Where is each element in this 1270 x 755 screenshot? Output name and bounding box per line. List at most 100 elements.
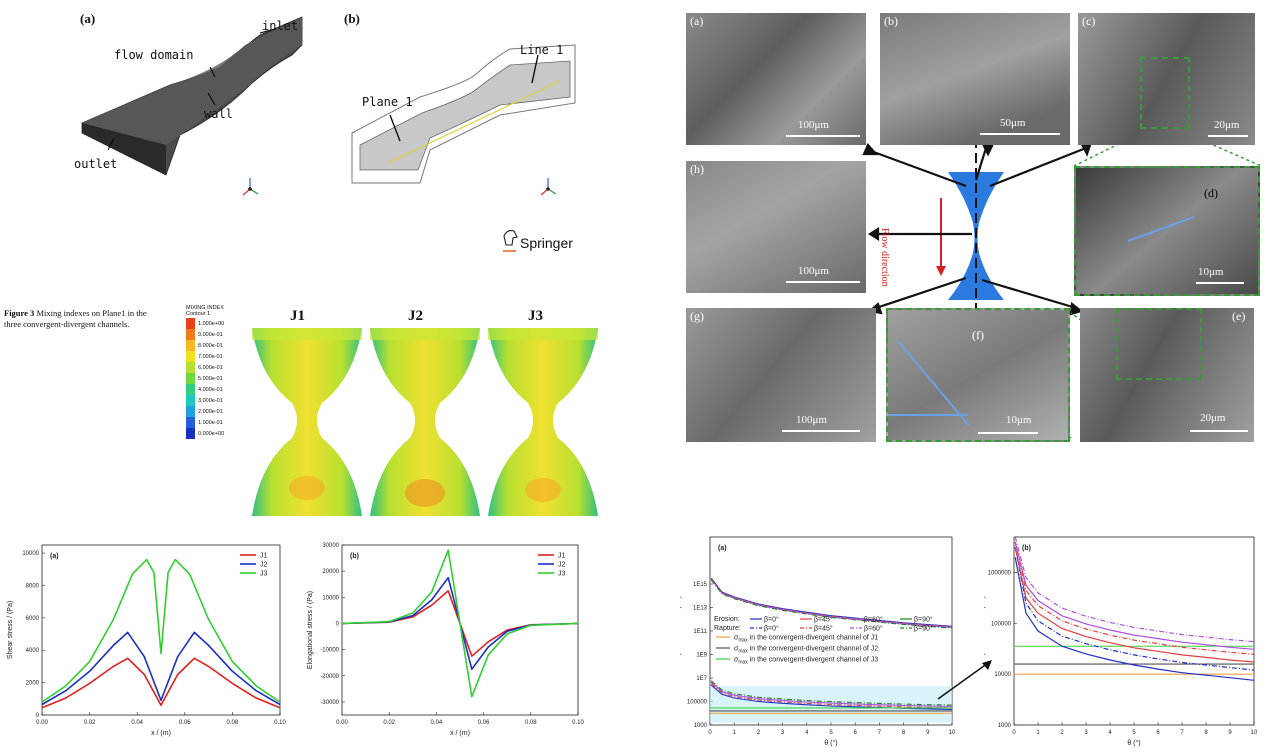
geometry-figure: (a) (b) [70,5,600,255]
chart-panel-label: (b) [350,553,359,560]
legend-swatch [186,406,195,417]
legend-label-j2: J2 [260,562,268,569]
x-tick-label: 4 [805,730,809,736]
legend-title: MIXING INDEX [186,305,224,311]
legend-label-j2: J2 [558,562,566,569]
plot-frame [41,544,281,716]
publisher-name: Springer [520,235,573,251]
legend-swatch [186,417,195,428]
sem-panel-a: (a) 100μm [686,13,866,145]
y-tick-label: 6000 [26,616,40,622]
y-tick-label: 8000 [26,583,40,589]
x-tick-label: 0.04 [131,720,143,726]
upper-curve [710,578,953,629]
sem-panel-d-letter: (d) [1204,186,1218,200]
x-tick-label: 0.08 [525,720,537,726]
legend-row: 1.000e-01 [186,417,246,428]
channel-label-j3: J3 [528,308,543,324]
y-tick-label: 1000 [694,723,708,729]
legend-value: 9.000e-01 [198,331,223,338]
x-axis-label: x / (m) [450,730,470,737]
x-axis-label: θ (°) [1127,739,1140,747]
flow-domain-top [82,17,302,145]
legend-swatch [186,351,195,362]
y-tick-label: 100000 [687,700,708,706]
y-axis-label: Shear stress / (Pa) [7,601,14,659]
legend-swatch [186,362,195,373]
flow-direction-label: Flow direction [879,228,890,287]
sem-panel-f-letter: (f) [972,328,984,342]
y-tick-label: 1E11 [693,629,707,635]
legend-sigma-line: σmax in the convergent-divergent channel… [734,646,878,655]
sem-panel-c-letter: (c) [1082,14,1096,28]
x-tick-label: 0.10 [274,720,286,726]
x-tick-label: 3 [1084,730,1088,736]
sem-panel-a-scale: 100μm [798,119,829,131]
legend-label-j3: J3 [558,571,566,578]
y-tick-label: 10000 [994,672,1011,678]
legend-value: 2.000e-01 [198,408,223,415]
x-tick-label: 0.10 [572,720,584,726]
x-tick-label: 5 [1132,730,1136,736]
y-tick-label: 20000 [322,569,339,575]
axis-triad-a [242,178,259,196]
y-axis-label: Elongational stress / (Pa) [307,591,314,669]
y-tick-label: 1E15 [693,582,708,588]
x-tick-label: 8 [902,730,906,736]
legend-swatch [186,373,195,384]
geometry-drawing [81,16,576,252]
y-tick-label: 1E7 [696,676,707,682]
x-tick-label: 0.00 [336,720,348,726]
x-tick-label: 2 [757,730,761,736]
sem-panel-a-letter: (a) [690,14,704,28]
label-outlet: outlet [74,157,118,171]
legend-item: β=0° [764,625,779,633]
curve [1014,541,1255,650]
y-tick-label: 30000 [322,543,339,549]
panel-label-a: (a) [80,11,96,26]
panel-label-b: (b) [344,11,360,26]
legend-value: 1.000e-01 [198,419,223,426]
y-tick-label: 0 [36,713,40,719]
label-wall: wall [204,107,233,121]
y-tick-label: -20000 [320,674,339,680]
curve [1014,541,1255,655]
x-tick-label: 0.06 [478,720,490,726]
sem-panel-c-scale: 20μm [1214,119,1240,131]
legend-row: 2.000e-01 [186,406,246,417]
required-stress-chart-b: 0 1 2 3 4 5 6 7 8 9 10 1000 10000 100000 1000000 θ (°) R… [984,536,1258,747]
legend-sigma-line: σmax in the convergent-divergent channel… [734,635,878,644]
channel-label-j2: J2 [408,308,423,324]
sem-panel-f: (f) 10μm [886,308,1070,442]
upper-curve [710,578,953,628]
x-tick-label: 1 [733,730,737,736]
y-tick-label: 1000 [998,723,1012,729]
mixing-legend: MIXING INDEX Contour 1 1.000e+00 9.000e-0… [186,305,246,439]
x-axis-label: x / (m) [151,730,171,737]
channel-outline [351,44,576,184]
series-line-j2 [41,631,281,706]
lower-curve [710,680,953,706]
x-tick-label: 6 [1156,730,1160,736]
legend-subtitle: Contour 1 [186,311,211,317]
plot-frame [1013,536,1255,726]
x-tick-label: 0 [1012,730,1016,736]
legend-swatch [186,340,195,351]
x-tick-label: 9 [926,730,930,736]
chart-panel-label: (a) [718,545,727,552]
legend-prefix: Erosion: [714,616,740,623]
leader-plane1 [389,114,401,142]
legend-value: 3.000e-01 [198,397,223,404]
x-tick-label: 9 [1228,730,1232,736]
sem-panel-b-letter: (b) [884,14,898,28]
legend-value: 6.000e-01 [198,364,223,371]
legend-label-j1: J1 [260,553,268,560]
upper-curve [710,579,953,629]
curve [1014,547,1255,671]
caption-text: Mixing indexes on Plane1 in the three co… [4,308,147,329]
x-tick-label: 0 [708,730,712,736]
label-line-1: Line 1 [520,43,564,57]
chart-panel-label: (b) [1022,545,1031,552]
sem-panel-e-scale: 20μm [1200,412,1226,424]
sem-panel-e-letter: (e) [1232,309,1246,323]
